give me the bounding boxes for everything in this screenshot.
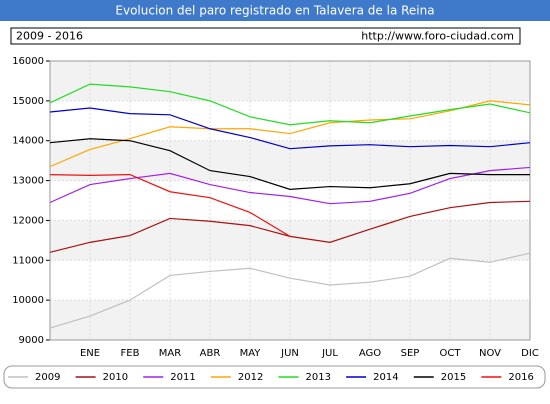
y-tick-label: 16000 xyxy=(12,56,44,67)
legend-label: 2015 xyxy=(441,372,466,383)
x-tick-label: AGO xyxy=(359,348,381,359)
x-tick-label: ABR xyxy=(200,348,221,359)
series-line xyxy=(49,83,531,126)
legend-label: 2010 xyxy=(103,372,128,383)
series-line xyxy=(49,138,530,190)
x-tick-label: JUL xyxy=(321,348,338,359)
series-line xyxy=(49,173,291,237)
series-line xyxy=(49,252,531,329)
x-tick-label: SEP xyxy=(401,348,420,359)
source: http://www.foro-ciudad.com xyxy=(361,30,514,43)
legend-box xyxy=(3,365,546,389)
subtitle: 2009 - 2016 xyxy=(16,30,83,43)
legend-label: 2014 xyxy=(373,372,398,383)
y-tick-label: 10000 xyxy=(12,295,44,306)
y-tick-label: 14000 xyxy=(12,136,44,147)
plot-border xyxy=(49,60,531,341)
x-tick-label: ENE xyxy=(80,348,100,359)
series-line xyxy=(49,107,531,150)
x-tick-label: MAY xyxy=(240,348,262,359)
y-tick-label: 11000 xyxy=(12,255,44,266)
x-tick-label: DIC xyxy=(521,348,539,359)
legend-label: 2013 xyxy=(306,372,331,383)
legend-label: 2009 xyxy=(35,372,60,383)
series-line xyxy=(49,100,531,168)
y-tick-label: 12000 xyxy=(12,215,44,226)
x-tick-label: OCT xyxy=(440,348,462,359)
series-line xyxy=(49,166,531,205)
y-tick-label: 9000 xyxy=(19,335,44,346)
legend-label: 2016 xyxy=(508,372,533,383)
y-tick-label: 15000 xyxy=(12,96,44,107)
x-tick-label: NOV xyxy=(479,348,501,359)
x-tick-label: FEB xyxy=(121,348,140,359)
chart-title: Evolucion del paro registrado en Talaver… xyxy=(115,4,434,18)
x-tick-label: JUN xyxy=(280,348,299,359)
legend-label: 2011 xyxy=(170,372,195,383)
y-tick-label: 13000 xyxy=(12,176,44,187)
info-box xyxy=(10,27,521,45)
title-bar xyxy=(0,0,550,21)
x-tick-label: MAR xyxy=(159,348,181,359)
legend-label: 2012 xyxy=(238,372,263,383)
